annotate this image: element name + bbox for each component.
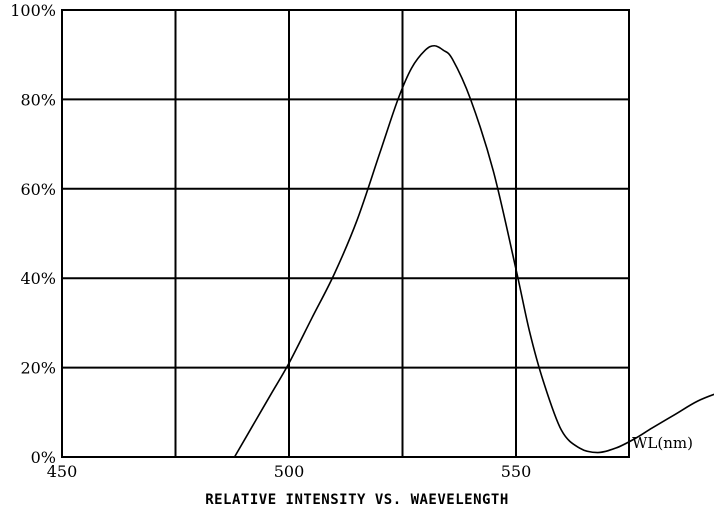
y-tick-label: 100% <box>10 1 56 20</box>
y-tick-label: 20% <box>20 359 56 378</box>
chart-title: RELATIVE INTENSITY VS. WAEVELENGTH <box>205 492 509 508</box>
y-tick-label: 0% <box>31 448 56 467</box>
x-axis-label: WL(nm) <box>632 434 693 452</box>
series <box>233 44 714 458</box>
grid <box>62 10 629 457</box>
y-tick-label: 40% <box>20 269 56 288</box>
x-tick-label: 450 <box>47 462 78 481</box>
x-tick-label: 500 <box>274 462 305 481</box>
plot-frame <box>61 9 630 458</box>
y-tick-label: 80% <box>20 90 56 109</box>
intensity-series-line <box>233 44 714 458</box>
y-tick-label: 60% <box>20 180 56 199</box>
tick-labels: 0%20%40%60%80%100%450500550600 <box>10 1 532 481</box>
x-tick-label: 550 <box>501 462 532 481</box>
